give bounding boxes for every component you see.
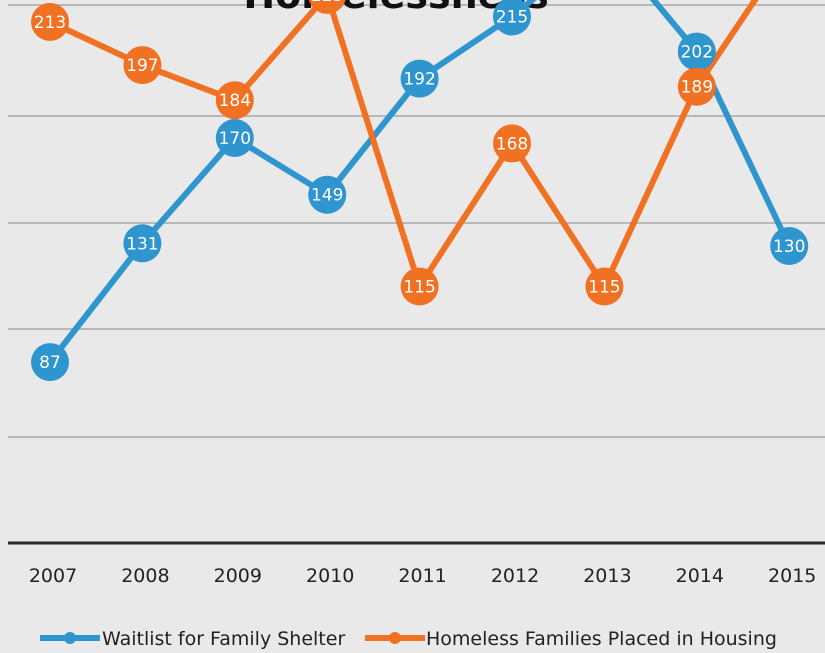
data-label: 202 [681,43,713,63]
legend-swatch-marker [389,632,401,644]
data-label: 115 [588,278,620,298]
data-point [31,343,69,382]
data-label: 130 [773,237,805,257]
data-point [677,67,716,106]
data-point [585,267,624,306]
series-markers-1: 87131170149192215243202130 [31,0,809,382]
data-label: 192 [403,70,435,90]
data-label: 170 [219,129,251,149]
data-label: 213 [34,13,66,33]
data-point [123,224,162,263]
data-point [215,119,254,157]
legend-item-1: Waitlist for Family Shelter [40,628,345,650]
data-point [308,0,346,14]
x-tick-label: 2013 [583,565,631,587]
data-label: 149 [311,186,343,206]
x-tick-label: 2011 [398,565,446,587]
data-label: 189 [681,78,713,98]
data-label: 87 [39,353,61,373]
x-tick-label: 2015 [768,565,816,587]
data-point [308,175,347,214]
x-tick-label: 2008 [121,565,169,587]
data-point [493,124,531,163]
x-tick-label: 2010 [306,565,354,587]
series-layer: 8713117014919221524320213021319718422311… [31,0,809,382]
data-label: 223 [311,0,343,6]
x-tick-label: 2014 [676,565,724,587]
data-label: 115 [403,278,435,298]
gridlines [8,4,825,545]
data-point [123,46,162,85]
data-point [31,2,69,41]
data-label: 184 [219,91,251,111]
data-point [770,227,809,265]
legend-item-2: Homeless Families Placed in Housing [365,628,777,650]
legend-swatch-marker [64,632,76,644]
series-markers-2: 213197184223115168115189240 [31,0,716,306]
x-axis: 2007 2008 2009 2010 2011 2012 2013 2014 2015 [29,565,817,587]
data-point [493,0,531,36]
legend-label: Homeless Families Placed in Housing [426,628,777,650]
x-tick-label: 2012 [491,565,539,587]
data-point [215,81,254,120]
x-tick-label: 2007 [29,565,77,587]
data-label: 197 [126,56,158,76]
legend-label: Waitlist for Family Shelter [102,628,345,650]
data-point [400,59,439,98]
legend: Waitlist for Family Shelter Homeless Fami… [40,628,777,650]
data-point [677,32,716,71]
data-point [400,267,439,306]
data-label: 215 [496,8,528,28]
data-label: 131 [126,234,158,254]
x-tick-label: 2009 [214,565,262,587]
data-label: 168 [496,134,528,154]
